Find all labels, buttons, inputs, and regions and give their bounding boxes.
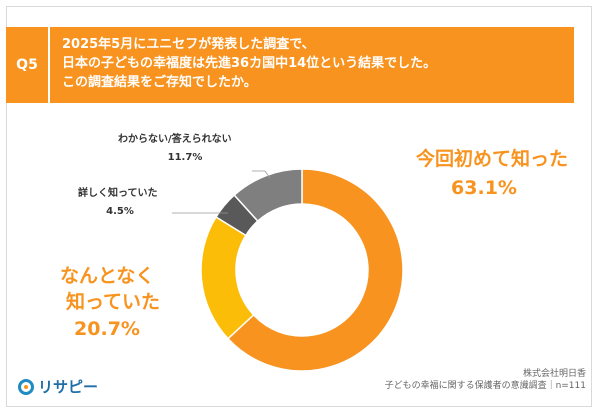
label-unknown: わからない/答えられない 11.7%: [118, 132, 232, 163]
label-detailed-name: 詳しく知っていた: [78, 186, 158, 199]
label-detailed-value: 4.5%: [106, 206, 134, 217]
label-first-time: 今回初めて知った 63.1%: [415, 147, 568, 199]
label-first-time-value: 63.1%: [451, 177, 517, 199]
source-note: 株式会社明日香 子どもの幸福に関する保護者の意識調査｜n=111: [385, 368, 586, 392]
brand-logo: リサピー: [18, 376, 98, 397]
brand-logo-icon: [18, 378, 34, 395]
question-line-3: この調査結果をご存知でしたか。: [62, 75, 257, 90]
question-line-1: 2025年5月にユニセフが発表した調査で、: [62, 37, 315, 52]
question-line-2: 日本の子どもの幸福度は先進36カ国中14位という結果でした。: [62, 56, 437, 71]
source-company: 株式会社明日香: [522, 369, 586, 379]
label-somewhat-knew-line2: 知っていた: [66, 290, 160, 313]
label-somewhat-knew-value: 20.7%: [74, 318, 140, 340]
label-first-time-name: 今回初めて知った: [415, 147, 568, 170]
label-somewhat-knew: なんとなく 知っていた 20.7%: [60, 265, 160, 340]
brand-logo-text: リサピー: [38, 378, 99, 396]
label-somewhat-knew-line1: なんとなく: [60, 265, 154, 287]
leader-line-unknown: [252, 170, 271, 179]
source-survey: 子どもの幸福に関する保護者の意識調査｜n=111: [384, 381, 586, 391]
label-detailed: 詳しく知っていた 4.5%: [78, 186, 158, 217]
slice-unknown: [233, 168, 303, 223]
label-unknown-name: わからない/答えられない: [118, 132, 232, 145]
question-badge-label: Q5: [16, 57, 38, 73]
question-box: 2025年5月にユニセフが発表した調査で、 日本の子どもの幸福度は先進36カ国中…: [50, 27, 574, 103]
question-badge: Q5: [6, 27, 48, 103]
slice-first-time: [226, 168, 404, 372]
label-unknown-value: 11.7%: [168, 152, 203, 163]
